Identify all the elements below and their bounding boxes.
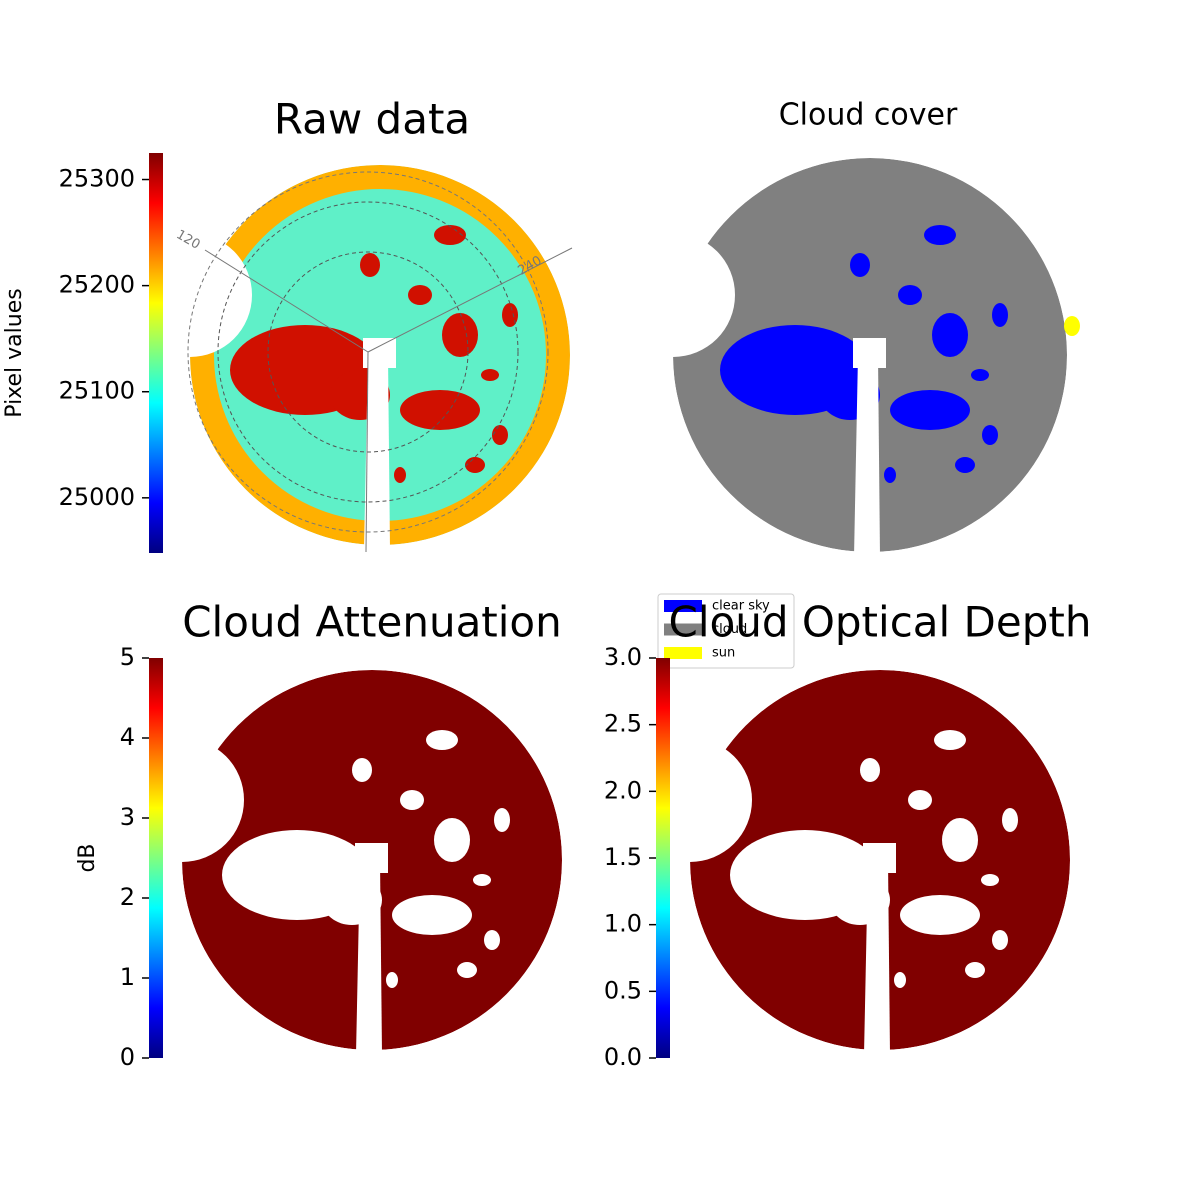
legend-swatch [664,623,702,636]
sky-blob [981,874,999,886]
sky-blob [400,790,424,810]
shadow-band [355,843,388,873]
polar-grid [217,201,519,503]
colorbar-label: dB [75,843,100,872]
sky-blob [992,930,1008,950]
sky-blob [484,930,500,950]
sky-blob [360,253,380,277]
colorbar-tick-label: 2.0 [604,776,642,804]
panel-title: Cloud cover [779,98,958,133]
sky-blob [932,313,968,357]
sky-blob [924,225,956,245]
sky-blob [965,962,985,978]
colorbar-tick-label: 2 [120,883,135,911]
sky-blob [955,457,975,473]
colorbar [149,153,163,553]
sky-image [190,165,570,550]
polar-grid [267,251,469,453]
sky-blob [481,369,499,381]
sky-blob [502,303,518,327]
colorbar-label: Pixel values [2,288,27,417]
sky-blob [971,369,989,381]
sky-blob [434,818,470,862]
sky-blob [457,962,477,978]
shadow-band [356,860,382,1055]
sky-blob [900,895,980,935]
colorbar-tick-label: 3.0 [604,643,642,671]
sky-blob [850,253,870,277]
polar-grid [187,171,549,533]
sky-blob [942,818,978,862]
colorbar-tick-label: 1.0 [604,910,642,938]
colorbar [149,658,163,1058]
shadow-band [864,860,890,1055]
sky-blob [434,225,466,245]
sky-blob [890,390,970,430]
sky-blob [982,425,998,445]
colorbar-tick-label: 5 [120,643,135,671]
colorbar-tick-label: 25200 [59,271,135,299]
sky-blob [898,285,922,305]
sky-blob [992,303,1008,327]
sky-blob [408,285,432,305]
colorbar-tick-label: 1.5 [604,843,642,871]
sky-blob [400,390,480,430]
colorbar-tick-label: 2.5 [604,710,642,738]
panel-title: Cloud Attenuation [182,598,562,647]
sky-blob [1002,808,1018,832]
shadow-band [853,338,886,368]
sky-blob [392,895,472,935]
legend-label: cloud [712,622,747,637]
colorbar-tick-label: 1 [120,963,135,991]
sky-blob [860,758,880,782]
sky-blob [442,313,478,357]
legend-swatch [664,647,702,659]
shadow-band [363,338,396,368]
sky-blob [426,730,458,750]
sky-blob [394,467,406,483]
polar-label: 120 [173,227,202,252]
polar-spoke [204,249,369,353]
sky-blob [934,730,966,750]
sky-image [673,158,1067,557]
colorbar-tick-label: 0.5 [604,976,642,1004]
polar-spoke [367,247,573,353]
legend-label: sun [712,646,735,661]
sun-marker [1064,316,1080,336]
colorbar-tick-label: 0.0 [604,1043,642,1071]
shadow-band [863,843,896,873]
sky-blob [386,972,398,988]
legend-swatch [664,600,702,612]
sky-blob [908,790,932,810]
colorbar-tick-label: 25000 [59,483,135,511]
sky-blob [352,758,372,782]
sky-blob [884,467,896,483]
sky-blob [465,457,485,473]
sky-image [690,670,1070,1055]
colorbar [656,658,670,1058]
colorbar-tick-label: 25100 [59,377,135,405]
panel-title: Cloud Optical Depth [669,598,1092,647]
polar-spoke [365,351,369,553]
sky-blob [494,808,510,832]
colorbar-tick-label: 25300 [59,165,135,193]
sky-blob [473,874,491,886]
shadow-band [854,355,880,557]
panel-title: Raw data [274,95,470,144]
colorbar-tick-label: 4 [120,723,135,751]
legend-label: clear sky [712,599,770,614]
sky-image [182,670,562,1055]
sky-blob [894,972,906,988]
colorbar-tick-label: 0 [120,1043,135,1071]
colorbar-tick-label: 3 [120,803,135,831]
sky-blob [492,425,508,445]
